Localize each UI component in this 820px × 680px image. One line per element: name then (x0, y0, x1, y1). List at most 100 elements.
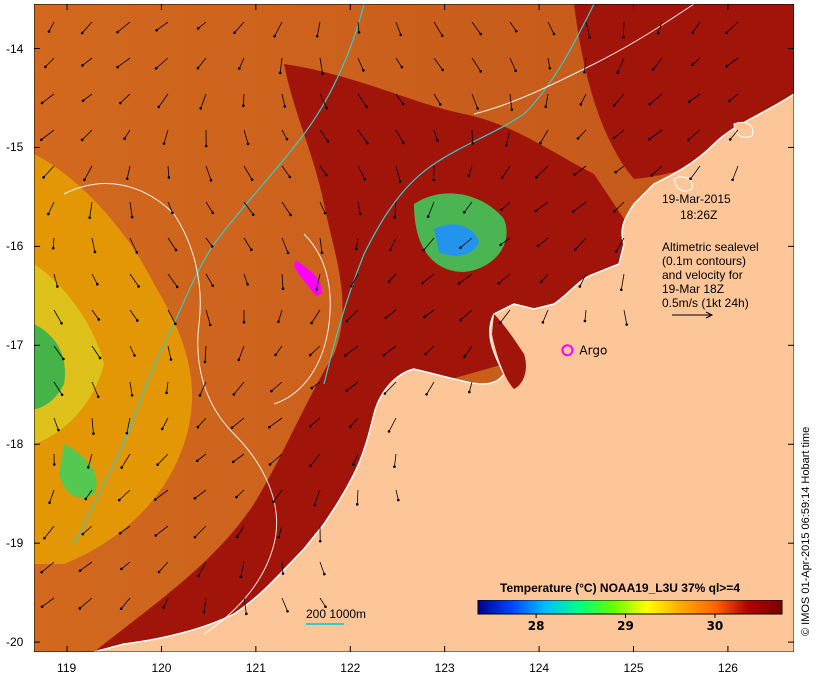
velocity-arrow-head (57, 428, 60, 432)
velocity-arrow-head (398, 180, 402, 183)
velocity-arrow (44, 525, 55, 539)
island (733, 121, 754, 138)
velocity-arrow (281, 129, 288, 140)
velocity-arrow (41, 561, 55, 573)
velocity-arrow-head (540, 280, 543, 284)
velocity-arrow (649, 129, 663, 140)
velocity-arrow-head (573, 248, 577, 251)
velocity-arrow (234, 21, 245, 33)
velocity-arrow (243, 597, 247, 614)
velocity-arrow-head (97, 318, 101, 321)
velocity-arrow (119, 525, 131, 534)
velocity-arrow (79, 561, 93, 572)
velocity-arrow (158, 561, 169, 573)
velocity-arrow-head (323, 572, 326, 576)
velocity-arrow-head (615, 250, 618, 253)
velocity-arrow (117, 21, 131, 33)
velocity-arrow (319, 597, 326, 607)
velocity-arrow-head (514, 69, 517, 73)
velocity-arrow (346, 381, 359, 392)
velocity-arrow-head (242, 320, 246, 324)
velocity-arrow (726, 57, 739, 67)
velocity-arrow-head (354, 247, 358, 251)
velocity-arrow-head (289, 213, 292, 217)
velocity-arrow (584, 57, 587, 73)
velocity-arrow-head (497, 281, 501, 285)
velocity-arrow (167, 345, 172, 360)
velocity-arrow (120, 597, 131, 609)
velocity-arrow (81, 129, 93, 141)
velocity-arrow (129, 309, 138, 321)
velocity-arrow (205, 273, 214, 286)
annotation-line-4: 19-Mar 18Z (662, 282, 725, 296)
velocity-arrow (547, 57, 551, 69)
velocity-arrow (427, 201, 435, 217)
velocity-arrow (53, 417, 59, 431)
velocity-arrow (540, 273, 549, 283)
velocity-arrow-head (235, 495, 238, 499)
sst-map[interactable]: Argo (33, 3, 795, 653)
velocity-arrow-head (196, 66, 200, 70)
velocity-arrow-head (345, 389, 348, 393)
velocity-arrow-head (250, 248, 253, 252)
velocity-arrow-head (583, 70, 586, 74)
sealevel-contour (473, 4, 695, 115)
velocity-arrow (357, 93, 367, 108)
velocity-arrow-head (162, 142, 166, 145)
y-tick-label: -14 (6, 41, 24, 56)
time-label: 18:26Z (680, 208, 718, 222)
velocity-arrow (622, 21, 625, 38)
velocity-arrow-head (388, 248, 392, 252)
velocity-arrow (729, 93, 739, 102)
velocity-arrow-head (277, 535, 281, 539)
velocity-arrow (385, 309, 397, 319)
velocity-arrow-head (463, 355, 467, 358)
velocity-arrow (577, 129, 587, 139)
velocity-arrow (357, 57, 364, 71)
velocity-arrow-head (52, 463, 56, 466)
velocity-arrow-head (230, 426, 234, 430)
velocity-arrow-head (650, 174, 654, 177)
velocity-arrow-head (426, 215, 430, 218)
velocity-arrow (129, 237, 138, 253)
velocity-arrow (232, 453, 245, 463)
velocity-arrow-head (78, 607, 82, 610)
velocity-arrow (43, 165, 55, 178)
velocity-arrow (204, 345, 207, 362)
land-australia (93, 93, 794, 652)
colorbar-tick-label: 30 (707, 619, 724, 633)
velocity-arrow-head (165, 391, 168, 395)
velocity-arrow (166, 381, 169, 393)
velocity-arrow-head (325, 106, 329, 110)
velocity-arrow (91, 417, 94, 434)
velocity-arrow (205, 165, 212, 181)
velocity-arrow (236, 525, 245, 538)
velocity-arrow (388, 273, 397, 282)
velocity-arrow (574, 165, 587, 175)
velocity-arrow-head (268, 463, 272, 466)
velocity-arrow-head (47, 212, 50, 216)
velocity-arrow (384, 381, 397, 394)
velocity-arrow-head (573, 173, 576, 176)
velocity-arrow (319, 129, 329, 142)
velocity-arrow (460, 237, 473, 249)
velocity-arrow-head (393, 465, 396, 469)
velocity-arrow (690, 165, 701, 180)
velocity-arrow (273, 489, 283, 502)
velocity-arrow-head (156, 463, 159, 466)
velocity-arrow-head (171, 211, 174, 215)
velocity-arrow (233, 381, 245, 395)
velocity-arrow-head (359, 212, 362, 216)
velocity-arrow (45, 57, 55, 68)
scale-arrow-icon (672, 311, 714, 319)
map-canvas: Argo (33, 3, 795, 653)
velocity-arrow (271, 381, 283, 392)
velocity-arrow (205, 309, 211, 325)
velocity-arrow-head (686, 138, 690, 142)
velocity-arrow-head (462, 210, 466, 214)
velocity-arrow-head (96, 282, 99, 286)
velocity-arrow-head (199, 106, 203, 110)
velocity-arrow-head (308, 353, 312, 357)
argo-float-marker[interactable] (561, 344, 574, 357)
velocity-arrow (281, 237, 289, 253)
